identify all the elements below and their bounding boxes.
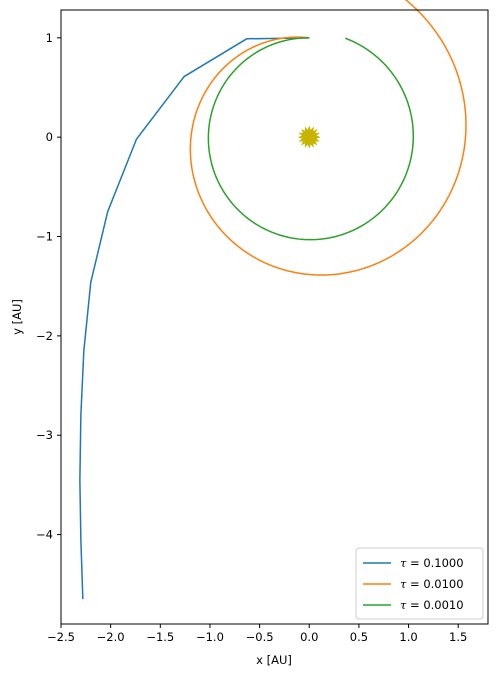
x-tick-label: 0.0 [300,630,318,644]
x-tick-label: 1.5 [449,630,467,644]
legend-label-2: τ = 0.0100 [400,577,464,591]
axes-frame [60,9,489,625]
x-axis-label: x [AU] [256,653,292,667]
x-tick-label: −1.0 [196,630,224,644]
y-axis-label: y [AU] [10,299,24,335]
sun-marker-layer [297,125,322,149]
legend-tau-value: = 0.1000 [406,556,463,570]
sun-marker [297,125,322,149]
series-line-1 [79,37,310,600]
y-tick-label: −4 [36,528,53,542]
y-tick-label: −3 [36,428,53,442]
x-tick-label: −0.5 [246,630,274,644]
legend-tau-symbol: τ [400,556,407,570]
legend-tau-value: = 0.0010 [406,598,463,612]
x-tick-label: 0.5 [350,630,368,644]
y-tick-label: −2 [36,329,53,343]
x-tick-label: −2.0 [97,630,125,644]
x-tick-label: 1.0 [399,630,417,644]
y-axis-ticks: 1 0 −1 −2 −3 −4 [36,31,61,542]
legend-label-1: τ = 0.1000 [400,556,464,570]
legend-box [355,547,484,620]
y-tick-label: −1 [36,230,53,244]
y-tick-label: 0 [46,130,53,144]
x-tick-label: −1.5 [146,630,174,644]
x-axis-ticks: −2.5 −2.0 −1.5 −1.0 −0.5 0.0 0.5 1.0 1.5 [47,624,467,644]
x-tick-label: −2.5 [47,630,75,644]
legend-label-3: τ = 0.0010 [400,598,464,612]
legend-tau-symbol: τ [400,598,407,612]
legend-tau-symbol: τ [400,577,407,591]
series-line-2 [189,0,467,276]
series-line-3 [207,37,415,241]
legend-tau-value: = 0.0100 [406,577,463,591]
series-layer [79,0,467,600]
y-tick-label: 1 [46,31,53,45]
